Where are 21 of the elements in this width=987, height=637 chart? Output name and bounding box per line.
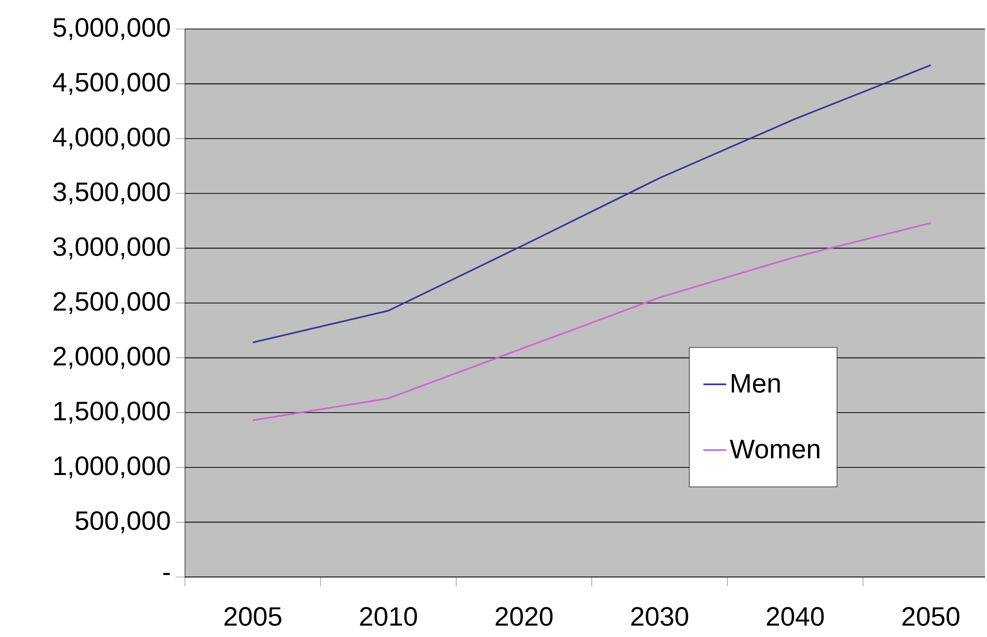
y-tick-label: - [163,572,170,576]
x-tick-label: 2005 [224,607,282,626]
x-tick-label: 2030 [631,607,688,626]
legend-label: Women [730,440,820,458]
y-tick-label: 2,500,000 [54,292,170,314]
y-tick-label: 1,000,000 [54,456,170,478]
y-tick-label: 3,500,000 [53,182,170,204]
x-tick-label: 2040 [766,607,824,626]
line-series [252,64,932,344]
y-tick-label: 4,500,000 [52,72,170,95]
y-tick-label: 2,000,000 [54,346,170,369]
y-tick-label: 1,500,000 [54,402,170,424]
legend-label: Men [732,374,780,393]
y-tick-label: 500,000 [76,511,170,534]
x-tick-label: 2010 [360,607,417,626]
line-series [252,222,932,422]
y-tick-label: 5,000,000 [53,18,170,40]
x-tick-label: 2020 [496,607,553,626]
x-tick-label: 2050 [902,607,960,626]
y-tick-label: 3,000,000 [53,237,170,260]
y-tick-label: 4,000,000 [52,128,170,150]
